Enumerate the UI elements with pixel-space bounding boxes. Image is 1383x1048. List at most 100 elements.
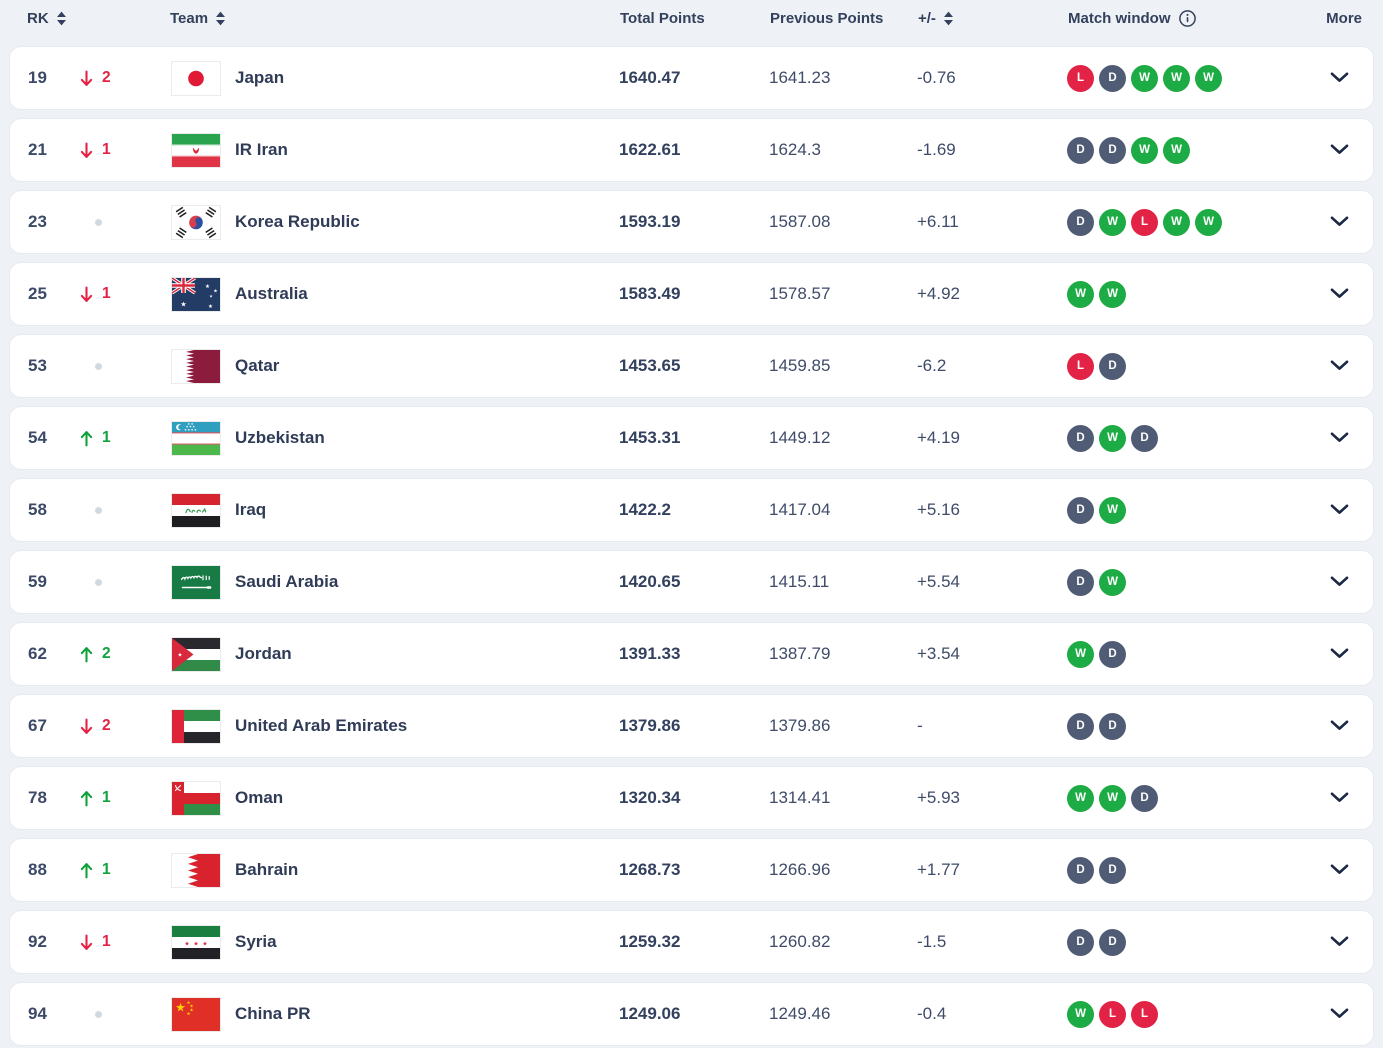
rank-up-arrow-icon: [80, 430, 93, 447]
rank-change-value: 1: [102, 285, 111, 302]
match-result-badge-w: W: [1163, 136, 1190, 164]
expand-row-button[interactable]: [1326, 1003, 1353, 1026]
rank-down-arrow-icon: [80, 286, 93, 303]
plus-minus-value: +3.54: [917, 644, 961, 663]
expand-row-button[interactable]: [1326, 427, 1353, 450]
rank-change: [70, 506, 171, 514]
team-name[interactable]: Jordan: [235, 644, 292, 663]
column-header-total-points: Total Points: [620, 10, 770, 27]
team-name[interactable]: Uzbekistan: [235, 428, 325, 447]
expand-row-button[interactable]: [1326, 715, 1353, 738]
rank-change: 2: [70, 645, 171, 663]
team-name[interactable]: Syria: [235, 932, 277, 951]
rank-change-value: 1: [102, 429, 111, 446]
match-result-badge-l: L: [1067, 352, 1094, 380]
match-result-badge-l: L: [1067, 64, 1094, 92]
rank-value: 21: [28, 140, 47, 159]
rank-change: 1: [70, 861, 171, 879]
expand-row-button[interactable]: [1326, 67, 1353, 90]
rank-down-arrow-icon: [80, 70, 93, 87]
team-flag: [171, 852, 221, 888]
total-points-value: 1583.49: [619, 284, 681, 303]
column-header-rk[interactable]: RK: [27, 10, 69, 27]
chevron-down-icon: [1330, 71, 1349, 86]
rank-change: 1: [70, 933, 171, 951]
team-name[interactable]: Oman: [235, 788, 284, 807]
total-points-value: 1320.34: [619, 788, 681, 807]
team-name[interactable]: IR Iran: [235, 140, 288, 159]
team-name[interactable]: Korea Republic: [235, 212, 360, 231]
expand-row-button[interactable]: [1326, 283, 1353, 306]
team-flag: [171, 420, 221, 456]
sort-arrows-icon: [56, 11, 67, 26]
column-header-previous-points: Previous Points: [770, 10, 918, 27]
table-row[interactable]: 25 1 ★ ★ ★ ★ ★ Australia 1583.49 1578.57 +4.…: [9, 262, 1374, 326]
team-name[interactable]: Iraq: [235, 500, 267, 519]
table-row[interactable]: 67 2 United Arab Emirates 1379.86 1379.8…: [9, 694, 1374, 758]
rank-change-value: 2: [102, 645, 111, 662]
team-name[interactable]: United Arab Emirates: [235, 716, 408, 735]
team-name[interactable]: Bahrain: [235, 860, 299, 879]
previous-points-value: 1266.96: [769, 860, 831, 879]
plus-minus-value: +4.19: [917, 428, 961, 447]
table-row[interactable]: 23 Korea Republic 1593.19 1587.08 +6.11 …: [9, 190, 1374, 254]
expand-row-button[interactable]: [1326, 211, 1353, 234]
rank-value: 67: [28, 716, 47, 735]
svg-text:★: ★: [208, 304, 213, 310]
total-points-value: 1379.86: [619, 716, 681, 735]
more-header-label: More: [1326, 9, 1362, 27]
expand-row-button[interactable]: [1326, 139, 1353, 162]
expand-row-button[interactable]: [1326, 499, 1353, 522]
column-header-plus-minus[interactable]: +/-: [918, 10, 1068, 27]
match-result-badge-w: W: [1163, 64, 1190, 92]
rank-change-value: 1: [102, 789, 111, 806]
match-result-badge-d: D: [1099, 64, 1126, 92]
chevron-down-icon: [1330, 647, 1349, 662]
info-circle-icon[interactable]: [1178, 9, 1197, 28]
total-points-value: 1593.19: [619, 212, 681, 231]
expand-row-button[interactable]: [1326, 355, 1353, 378]
team-name[interactable]: China PR: [235, 1004, 311, 1023]
svg-text:★: ★: [189, 1003, 193, 1009]
plus-minus-value: +5.16: [917, 500, 961, 519]
team-flag: ★: [171, 636, 221, 672]
column-header-team[interactable]: Team: [170, 10, 620, 27]
team-flag: ★ ★ ★ ★ ★: [171, 276, 221, 312]
rank-value: 19: [28, 68, 47, 87]
expand-row-button[interactable]: [1326, 571, 1353, 594]
expand-row-button[interactable]: [1326, 787, 1353, 810]
rank-change-value: 1: [102, 933, 111, 950]
expand-row-button[interactable]: [1326, 859, 1353, 882]
match-result-badge-w: W: [1195, 64, 1222, 92]
match-result-badge-w: W: [1099, 280, 1126, 308]
match-window-header-label: Match window: [1068, 9, 1171, 27]
match-result-badge-d: D: [1067, 424, 1094, 452]
expand-row-button[interactable]: [1326, 931, 1353, 954]
svg-text:★: ★: [186, 1000, 190, 1006]
rank-value: 58: [28, 500, 47, 519]
previous-points-value: 1260.82: [769, 932, 831, 951]
match-result-badge-l: L: [1131, 208, 1158, 236]
team-name[interactable]: Qatar: [235, 356, 280, 375]
no-change-dot: [95, 1010, 102, 1018]
expand-row-button[interactable]: [1326, 643, 1353, 666]
team-name[interactable]: Saudi Arabia: [235, 572, 339, 591]
table-row[interactable]: 94 ★ ★ ★ ★ ★ China PR 1249.06 1249.46 -0.4 W…: [9, 982, 1374, 1046]
team-name[interactable]: Japan: [235, 68, 285, 87]
team-name[interactable]: Australia: [235, 284, 308, 303]
svg-text:★: ★: [175, 1000, 186, 1014]
